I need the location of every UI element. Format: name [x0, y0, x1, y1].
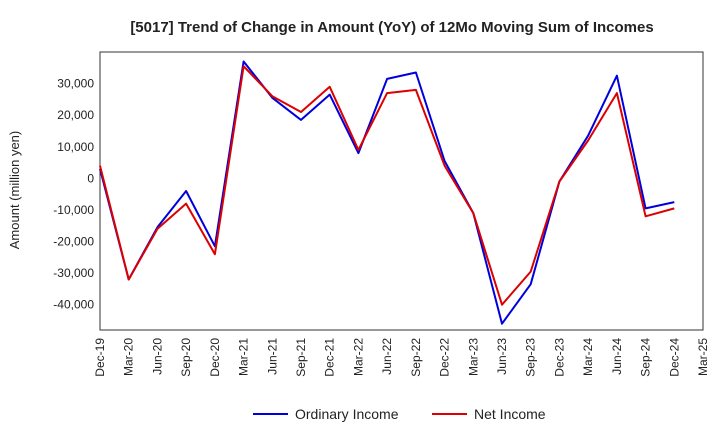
plot-area: [99, 51, 704, 331]
x-tick-label: Sep-24: [639, 338, 653, 377]
x-tick-label: Mar-21: [237, 338, 251, 376]
axes-layer: [99, 51, 704, 331]
x-tick-label: Dec-19: [93, 338, 107, 377]
x-tick-label: Jun-24: [610, 338, 624, 375]
legend-label: Net Income: [474, 406, 546, 422]
y-axis-label: Amount (million yen): [7, 131, 22, 250]
x-tick-label: Jun-21: [265, 338, 279, 375]
series-line-ordinary-income: [99, 60, 675, 325]
x-tick-label: Dec-20: [208, 338, 222, 377]
y-tick-label: 30,000: [57, 77, 94, 91]
x-tick-label: Sep-21: [294, 338, 308, 377]
y-tick-label: -10,000: [53, 203, 94, 217]
x-tick-label: Mar-20: [122, 338, 136, 376]
y-tick-label: 10,000: [57, 140, 94, 154]
x-tick-label: Dec-24: [667, 338, 681, 377]
x-tick-label: Jun-22: [380, 338, 394, 375]
x-tick-label: Jun-20: [150, 338, 164, 375]
x-tick-label: Dec-21: [323, 338, 337, 377]
y-tick-label: -40,000: [53, 298, 94, 312]
y-tick-label: -20,000: [53, 235, 94, 249]
x-tick-label: Mar-23: [466, 338, 480, 376]
y-tick-label: 20,000: [57, 108, 94, 122]
series-layer: [99, 60, 675, 325]
x-tick-label: Sep-22: [409, 338, 423, 377]
x-tick-label: Mar-24: [581, 338, 595, 376]
x-tick-label: Jun-23: [495, 338, 509, 375]
series-line-net-income: [99, 65, 675, 306]
x-tick-label: Mar-25: [696, 338, 710, 376]
x-tick-label: Mar-22: [351, 338, 365, 376]
x-tick-label: Sep-20: [179, 338, 193, 377]
legend-label: Ordinary Income: [295, 406, 399, 422]
y-tick-label: -30,000: [53, 266, 94, 280]
chart-title: [5017] Trend of Change in Amount (YoY) o…: [130, 19, 653, 36]
x-tick-label: Sep-23: [524, 338, 538, 377]
y-tick-label: 0: [87, 171, 94, 185]
legend: Ordinary Income Net Income: [253, 406, 546, 422]
x-tick-label: Dec-23: [552, 338, 566, 377]
ticks-layer: Dec-19 Mar-20 Jun-20 Sep-20 Dec-20 Mar-21 Jun-…: [53, 77, 710, 377]
x-tick-label: Dec-22: [438, 338, 452, 377]
